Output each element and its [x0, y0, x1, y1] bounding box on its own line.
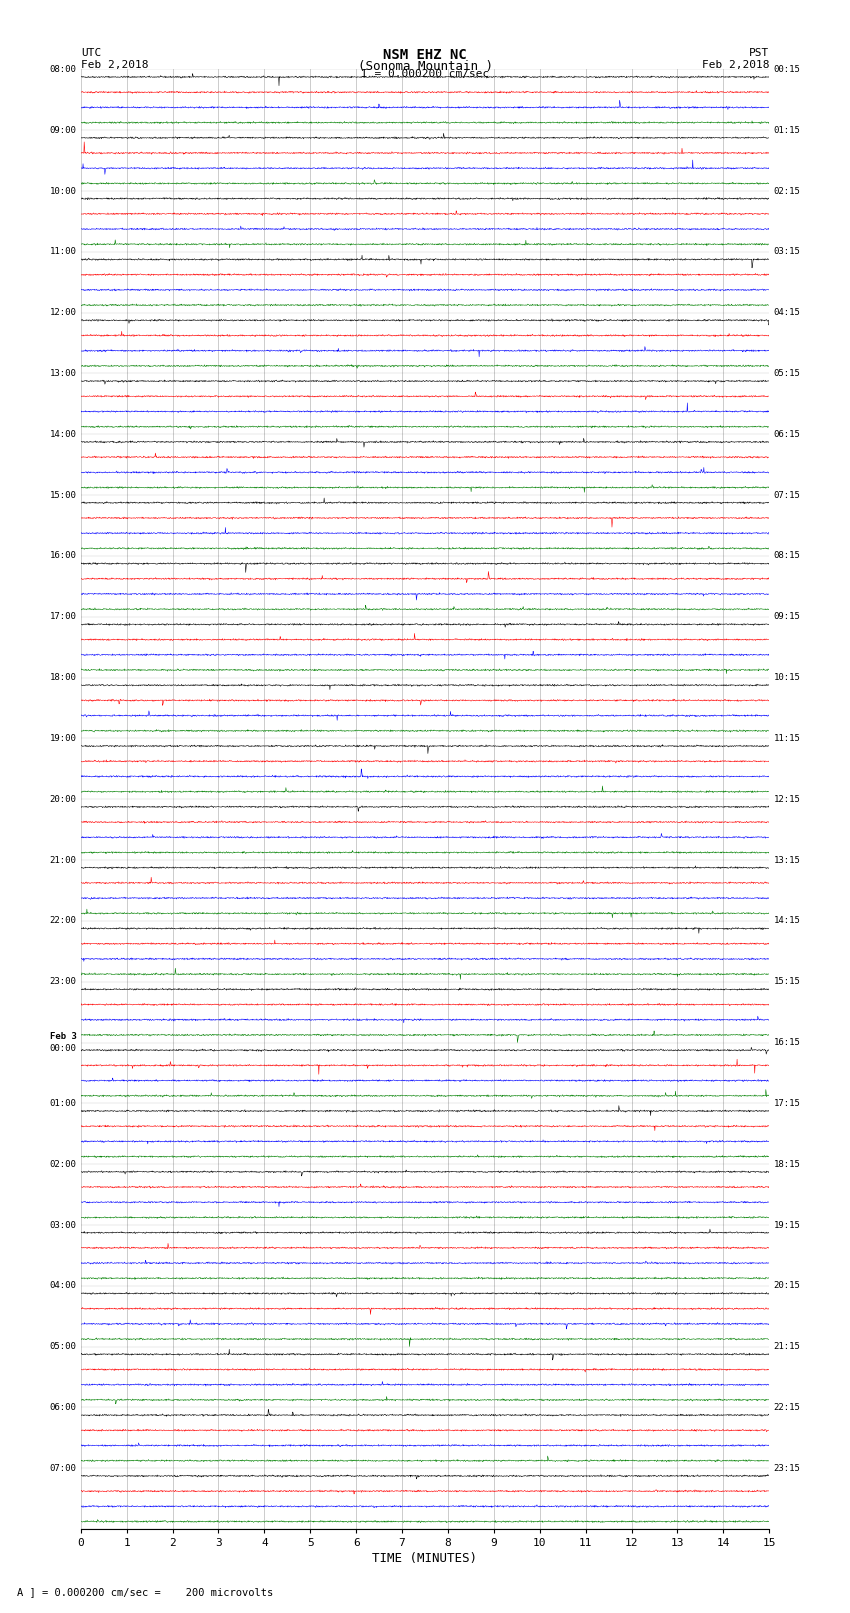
Text: 18:00: 18:00: [49, 673, 76, 682]
Text: 16:15: 16:15: [774, 1039, 801, 1047]
Text: 10:00: 10:00: [49, 187, 76, 195]
Text: 02:15: 02:15: [774, 187, 801, 195]
Text: Feb 2,2018: Feb 2,2018: [81, 60, 148, 69]
Text: 01:15: 01:15: [774, 126, 801, 134]
Text: 11:15: 11:15: [774, 734, 801, 744]
Text: Feb 3: Feb 3: [49, 1032, 76, 1040]
Text: 20:00: 20:00: [49, 795, 76, 803]
Text: I = 0.000200 cm/sec: I = 0.000200 cm/sec: [361, 69, 489, 79]
Text: UTC: UTC: [81, 48, 101, 58]
Text: 11:00: 11:00: [49, 247, 76, 256]
Text: PST: PST: [749, 48, 769, 58]
Text: 19:00: 19:00: [49, 734, 76, 744]
Text: 07:00: 07:00: [49, 1465, 76, 1473]
Text: 13:15: 13:15: [774, 855, 801, 865]
Text: 23:00: 23:00: [49, 977, 76, 986]
Text: 19:15: 19:15: [774, 1221, 801, 1229]
Text: Feb 2,2018: Feb 2,2018: [702, 60, 769, 69]
Text: 15:15: 15:15: [774, 977, 801, 986]
Text: 09:00: 09:00: [49, 126, 76, 134]
Text: 06:00: 06:00: [49, 1403, 76, 1411]
Text: 01:00: 01:00: [49, 1098, 76, 1108]
Text: NSM EHZ NC: NSM EHZ NC: [383, 48, 467, 63]
Text: 12:15: 12:15: [774, 795, 801, 803]
Text: 20:15: 20:15: [774, 1281, 801, 1290]
Text: 00:00: 00:00: [49, 1045, 76, 1053]
Text: 09:15: 09:15: [774, 613, 801, 621]
Text: 22:00: 22:00: [49, 916, 76, 926]
Text: 21:00: 21:00: [49, 855, 76, 865]
Text: 13:00: 13:00: [49, 369, 76, 377]
Text: 15:00: 15:00: [49, 490, 76, 500]
Text: 08:00: 08:00: [49, 65, 76, 74]
Text: 17:00: 17:00: [49, 613, 76, 621]
Text: 06:15: 06:15: [774, 429, 801, 439]
Text: 18:15: 18:15: [774, 1160, 801, 1169]
Text: 07:15: 07:15: [774, 490, 801, 500]
Text: 04:00: 04:00: [49, 1281, 76, 1290]
Text: 22:15: 22:15: [774, 1403, 801, 1411]
Text: 05:00: 05:00: [49, 1342, 76, 1352]
Text: 08:15: 08:15: [774, 552, 801, 560]
Text: 14:00: 14:00: [49, 429, 76, 439]
Text: A ] = 0.000200 cm/sec =    200 microvolts: A ] = 0.000200 cm/sec = 200 microvolts: [17, 1587, 273, 1597]
Text: 00:15: 00:15: [774, 65, 801, 74]
Text: 05:15: 05:15: [774, 369, 801, 377]
Text: 02:00: 02:00: [49, 1160, 76, 1169]
Text: 03:00: 03:00: [49, 1221, 76, 1229]
Text: 03:15: 03:15: [774, 247, 801, 256]
Text: 12:00: 12:00: [49, 308, 76, 318]
Text: 23:15: 23:15: [774, 1465, 801, 1473]
Text: (Sonoma Mountain ): (Sonoma Mountain ): [358, 60, 492, 73]
Text: 16:00: 16:00: [49, 552, 76, 560]
Text: 04:15: 04:15: [774, 308, 801, 318]
X-axis label: TIME (MINUTES): TIME (MINUTES): [372, 1552, 478, 1565]
Text: 17:15: 17:15: [774, 1098, 801, 1108]
Text: 21:15: 21:15: [774, 1342, 801, 1352]
Text: 10:15: 10:15: [774, 673, 801, 682]
Text: 14:15: 14:15: [774, 916, 801, 926]
